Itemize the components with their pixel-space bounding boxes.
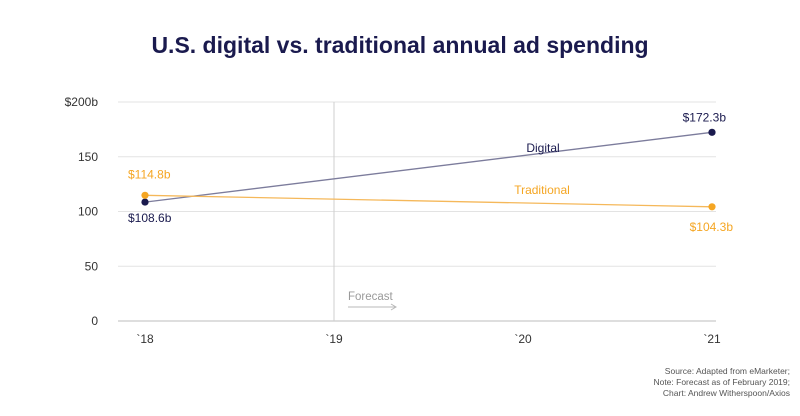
y-tick-label: $200b [65,95,99,109]
credit-line: Chart: Andrew Witherspoon/Axios [662,388,790,398]
end-value-label: $172.3b [683,110,727,124]
end-value-label: $104.3b [690,220,734,234]
source-line: Source: Adapted from eMarketer; [664,366,790,376]
y-tick-label: 100 [78,205,98,219]
series-line-traditional [144,194,713,208]
forecast-label: Forecast [348,291,394,303]
series-point-traditional [141,191,149,199]
x-tick-label: `20 [514,332,532,346]
series-line-digital [144,131,713,203]
series-name-label: Traditional [514,183,570,197]
chart-title: U.S. digital vs. traditional annual ad s… [151,32,649,58]
start-value-label: $108.6b [128,211,172,225]
start-value-label: $114.8b [128,167,171,181]
note-line: Note: Forecast as of February 2019; [653,377,790,387]
y-tick-label: 0 [91,314,98,328]
series-point-digital [708,128,716,136]
x-tick-label: `21 [703,332,721,346]
source-note: Source: Adapted from eMarketer; Note: Fo… [653,366,790,399]
series-point-digital [141,198,149,206]
y-tick-label: 150 [78,150,98,164]
forecast-arrow-head [390,303,397,311]
series-name-label: Digital [526,141,559,155]
y-tick-label: 50 [85,259,99,273]
series-point-traditional [708,203,716,211]
x-tick-label: `19 [325,332,343,346]
x-tick-label: `18 [136,332,154,346]
